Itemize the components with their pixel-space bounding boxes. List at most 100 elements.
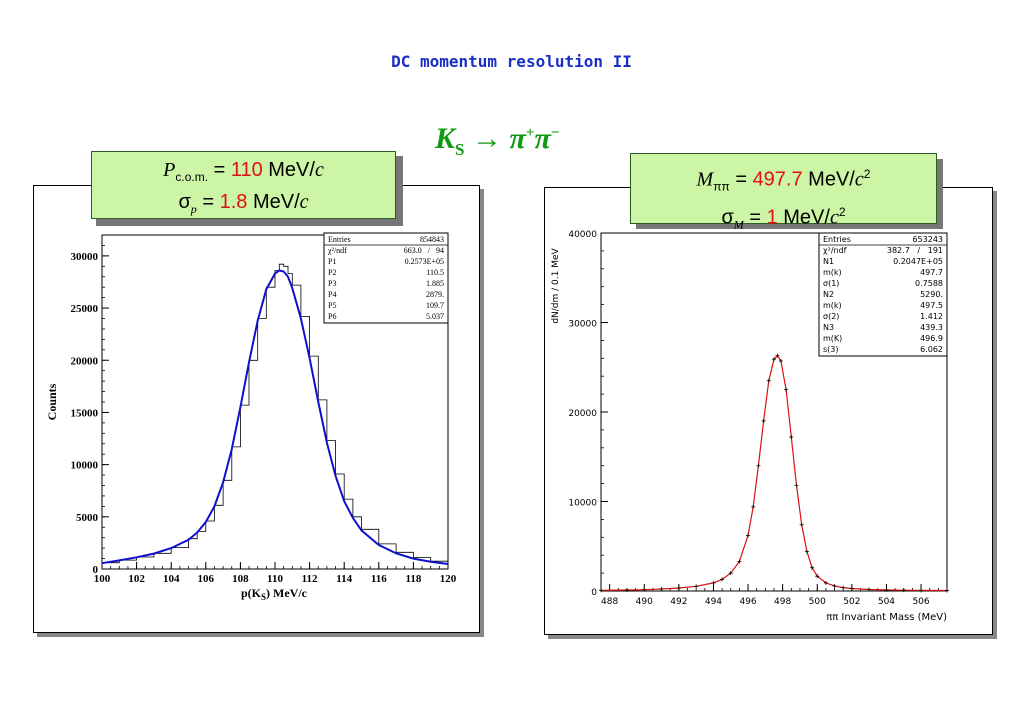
mass-unit: MeV/ <box>802 168 855 191</box>
equals-sign: = <box>196 191 220 213</box>
stats-name: P2 <box>328 268 336 277</box>
mass-subscript: ππ <box>713 179 730 194</box>
sigma-symbol: σ <box>721 206 734 229</box>
stats-name: N3 <box>823 323 834 332</box>
stats-value: 496.9 <box>920 334 943 343</box>
fit-curve <box>101 269 449 565</box>
x-tick-label: 120 <box>440 573 457 585</box>
x-axis-label-sub: S <box>261 592 266 602</box>
sigma-p-unit: MeV/ <box>247 191 300 213</box>
decay-particle: K <box>435 122 456 155</box>
x-tick-label: 118 <box>405 573 421 585</box>
stats-value: 5.037 <box>426 312 444 321</box>
y-tick-label: 5000 <box>76 512 99 524</box>
y-tick-label: 0 <box>93 564 99 576</box>
sigma-p-value: 1.8 <box>219 191 248 213</box>
sigma-m-unit: MeV/ <box>777 206 830 229</box>
momentum-unit-c: c <box>314 159 324 181</box>
right-callout: Mππ = 497.7 MeV/c2 σM = 1 MeV/c 2 <box>630 153 937 231</box>
stats-value: 382.7 / 191 <box>887 246 943 255</box>
stats-value: 0.2047E+05 <box>893 257 943 266</box>
x-tick-label: 490 <box>636 597 653 607</box>
x-axis-label-tail: ) MeV/c <box>266 586 308 600</box>
sigma-m-unit-c: c <box>829 206 839 229</box>
stats-name: m(k) <box>823 268 842 277</box>
stats-value: 1.885 <box>426 279 444 288</box>
stats-name: P4 <box>328 290 336 299</box>
x-tick-label: 504 <box>878 597 895 607</box>
stats-value: 6.062 <box>920 345 943 354</box>
stats-value: 497.5 <box>920 301 943 310</box>
mass-unit-power: 2 <box>863 167 871 181</box>
stats-name: N1 <box>823 257 834 266</box>
stats-name: P1 <box>328 257 336 266</box>
x-tick-label: 114 <box>336 573 352 585</box>
decay-arrow: → <box>471 122 502 155</box>
x-tick-label: 108 <box>232 573 249 585</box>
y-tick-label: 30000 <box>71 251 99 263</box>
x-axis-label: p(KS) MeV/c <box>241 586 308 602</box>
x-tick-label: 494 <box>705 597 722 607</box>
stats-value: 854843 <box>420 235 444 244</box>
x-tick-label: 498 <box>774 597 791 607</box>
stats-name: s(3) <box>823 345 839 354</box>
decay-minus: − <box>550 125 560 141</box>
right-plot-frame: 488 490 492 494 496 498 500 502 504 506 0 10000 2000… <box>544 187 993 635</box>
sigma-symbol: σ <box>178 191 191 213</box>
equals-sign: = <box>743 206 767 229</box>
fit-curve <box>600 354 948 592</box>
sigma-p-subscript: p <box>190 202 197 216</box>
x-tick-label: 102 <box>128 573 145 585</box>
x-tick-label: 104 <box>163 573 180 585</box>
momentum-line: Pc.o.m. = 110 MeV/c <box>92 158 395 190</box>
stats-box <box>323 232 449 324</box>
momentum-value: 110 <box>230 159 263 181</box>
decay-plus: + <box>525 125 535 141</box>
y-tick-label: 20000 <box>568 409 597 419</box>
x-axis-label-main: p(K <box>241 586 262 600</box>
y-tick-label: 10000 <box>568 499 597 509</box>
x-tick-label: 502 <box>843 597 860 607</box>
stats-name: m(k) <box>823 301 842 310</box>
x-tick-label: 496 <box>739 597 756 607</box>
stats-value: 653243 <box>912 235 943 244</box>
x-axis-label: ππ Invariant Mass (MeV) <box>826 612 947 623</box>
momentum-unit: MeV/ <box>262 159 315 181</box>
mass-value: 497.7 <box>752 168 803 191</box>
stats-value: 439.3 <box>920 323 943 332</box>
sigma-p-line: σp = 1.8 MeV/c <box>92 190 395 222</box>
stats-value: 0.2573E+05 <box>405 257 444 266</box>
slide-title: DC momentum resolution II <box>391 52 632 71</box>
y-tick-label: 40000 <box>568 230 597 240</box>
stats-name: σ(2) <box>823 312 839 321</box>
stats-name: Entries <box>328 235 351 244</box>
x-tick-label: 112 <box>302 573 318 585</box>
sigma-m-subscript: M <box>733 217 744 232</box>
stats-value: 2879. <box>426 290 444 299</box>
x-tick-label: 488 <box>601 597 618 607</box>
momentum-symbol: P <box>163 159 176 181</box>
mass-line: Mππ = 497.7 MeV/c2 <box>631 162 936 200</box>
left-plot-frame: 100 102 104 106 108 110 112 114 116 118 120 0 5000 10… <box>33 185 480 633</box>
decay-subscript: S <box>455 140 465 159</box>
decay-label: KS → π+π− <box>435 122 559 160</box>
stats-value: 0.7588 <box>915 279 943 288</box>
y-axis-label: Counts <box>45 383 59 420</box>
stats-name: N2 <box>823 290 834 299</box>
y-axis-label: dN/dm / 0.1 MeV <box>551 247 561 323</box>
sigma-m-value: 1 <box>766 206 778 229</box>
x-tick-label: 506 <box>912 597 929 607</box>
right-chart: 488 490 492 494 496 498 500 502 504 506 0 10000 2000… <box>551 230 949 623</box>
left-chart: 100 102 104 106 108 110 112 114 116 118 120 0 5000 10… <box>45 232 457 602</box>
x-tick-label: 106 <box>198 573 215 585</box>
stats-value: 110.5 <box>426 268 444 277</box>
stats-name: P5 <box>328 301 336 310</box>
y-tick-label: 0 <box>591 588 597 598</box>
x-tick-label: 492 <box>670 597 687 607</box>
stats-name: P3 <box>328 279 336 288</box>
stats-value: 5290. <box>920 290 943 299</box>
stats-name: σ(1) <box>823 279 839 288</box>
stats-box <box>818 232 948 357</box>
momentum-subscript: c.o.m. <box>175 170 209 184</box>
sigma-m-line: σM = 1 MeV/c2 <box>631 200 936 238</box>
